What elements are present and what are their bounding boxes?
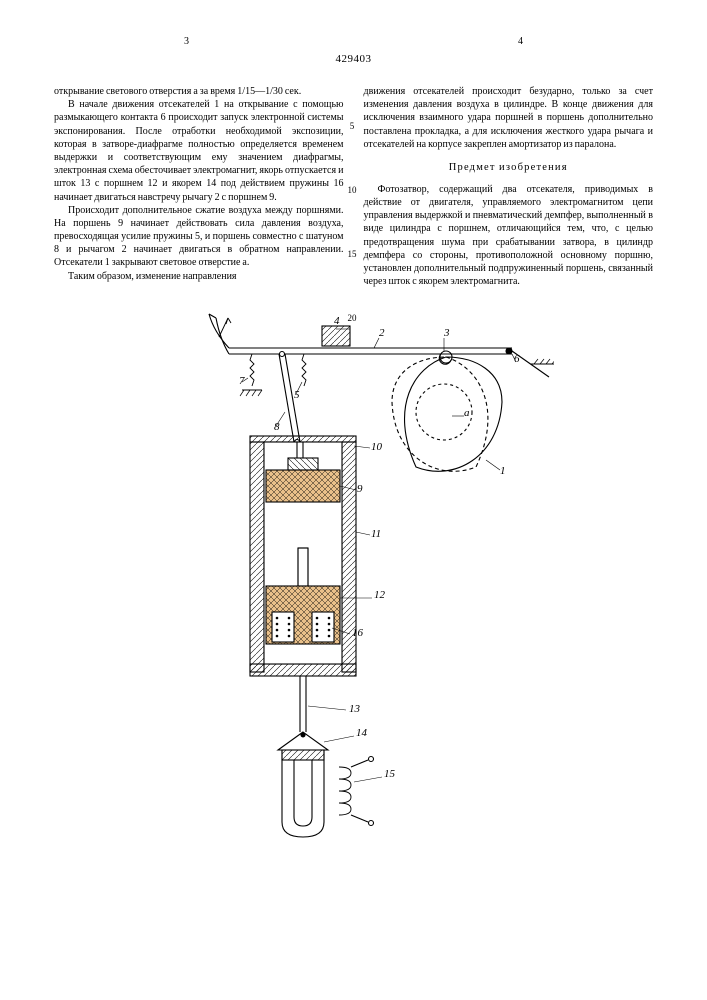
ref-label: 9: [357, 483, 363, 495]
line-number: 10: [343, 186, 361, 195]
paragraph: движения отсекателей происходит безударн…: [364, 85, 654, 151]
right-column: движения отсекателей происходит безударн…: [364, 85, 654, 288]
figure: 4 2 3 6 7 5 8 a 1 10 9 11 12 16 13 14 15: [154, 312, 554, 852]
paragraph: Таким образом, изменение направления: [54, 270, 344, 283]
ref-label: 6: [514, 353, 520, 365]
paragraph: Происходит дополнительное сжатие воздуха…: [54, 204, 344, 270]
ref-label: 16: [352, 627, 364, 639]
ref-label: 1: [500, 465, 506, 477]
column-number-right: 4: [518, 36, 523, 47]
ref-label: 7: [239, 375, 245, 387]
mechanism-drawing: 4 2 3 6 7 5 8 a 1 10 9 11 12 16 13 14 15: [154, 312, 554, 852]
ref-label: 3: [443, 327, 450, 339]
ref-label: 4: [334, 315, 340, 327]
column-number-left: 3: [184, 36, 189, 47]
ref-label: 15: [384, 768, 396, 780]
line-number: 15: [343, 250, 361, 259]
ref-label: 8: [274, 421, 280, 433]
paragraph: В начале движения отсекателей 1 на откры…: [54, 98, 344, 204]
line-number: 5: [343, 122, 361, 131]
ref-label: 12: [374, 589, 386, 601]
ref-label: 5: [294, 389, 300, 401]
ref-label: 2: [379, 327, 385, 339]
ref-label: 10: [371, 441, 383, 453]
ref-label: a: [464, 407, 470, 419]
claim-title: Предмет изобретения: [364, 161, 654, 175]
line-number: 20: [343, 314, 361, 323]
ref-label: 13: [349, 703, 361, 715]
paragraph: открывание светового отверстия а за врем…: [54, 85, 344, 98]
patent-number: 429403: [54, 53, 653, 65]
left-column: открывание светового отверстия а за врем…: [54, 85, 344, 288]
claim-text: Фотозатвор, содержащий два отсекателя, п…: [364, 183, 654, 289]
ref-label: 14: [356, 727, 368, 739]
ref-label: 11: [371, 528, 381, 540]
